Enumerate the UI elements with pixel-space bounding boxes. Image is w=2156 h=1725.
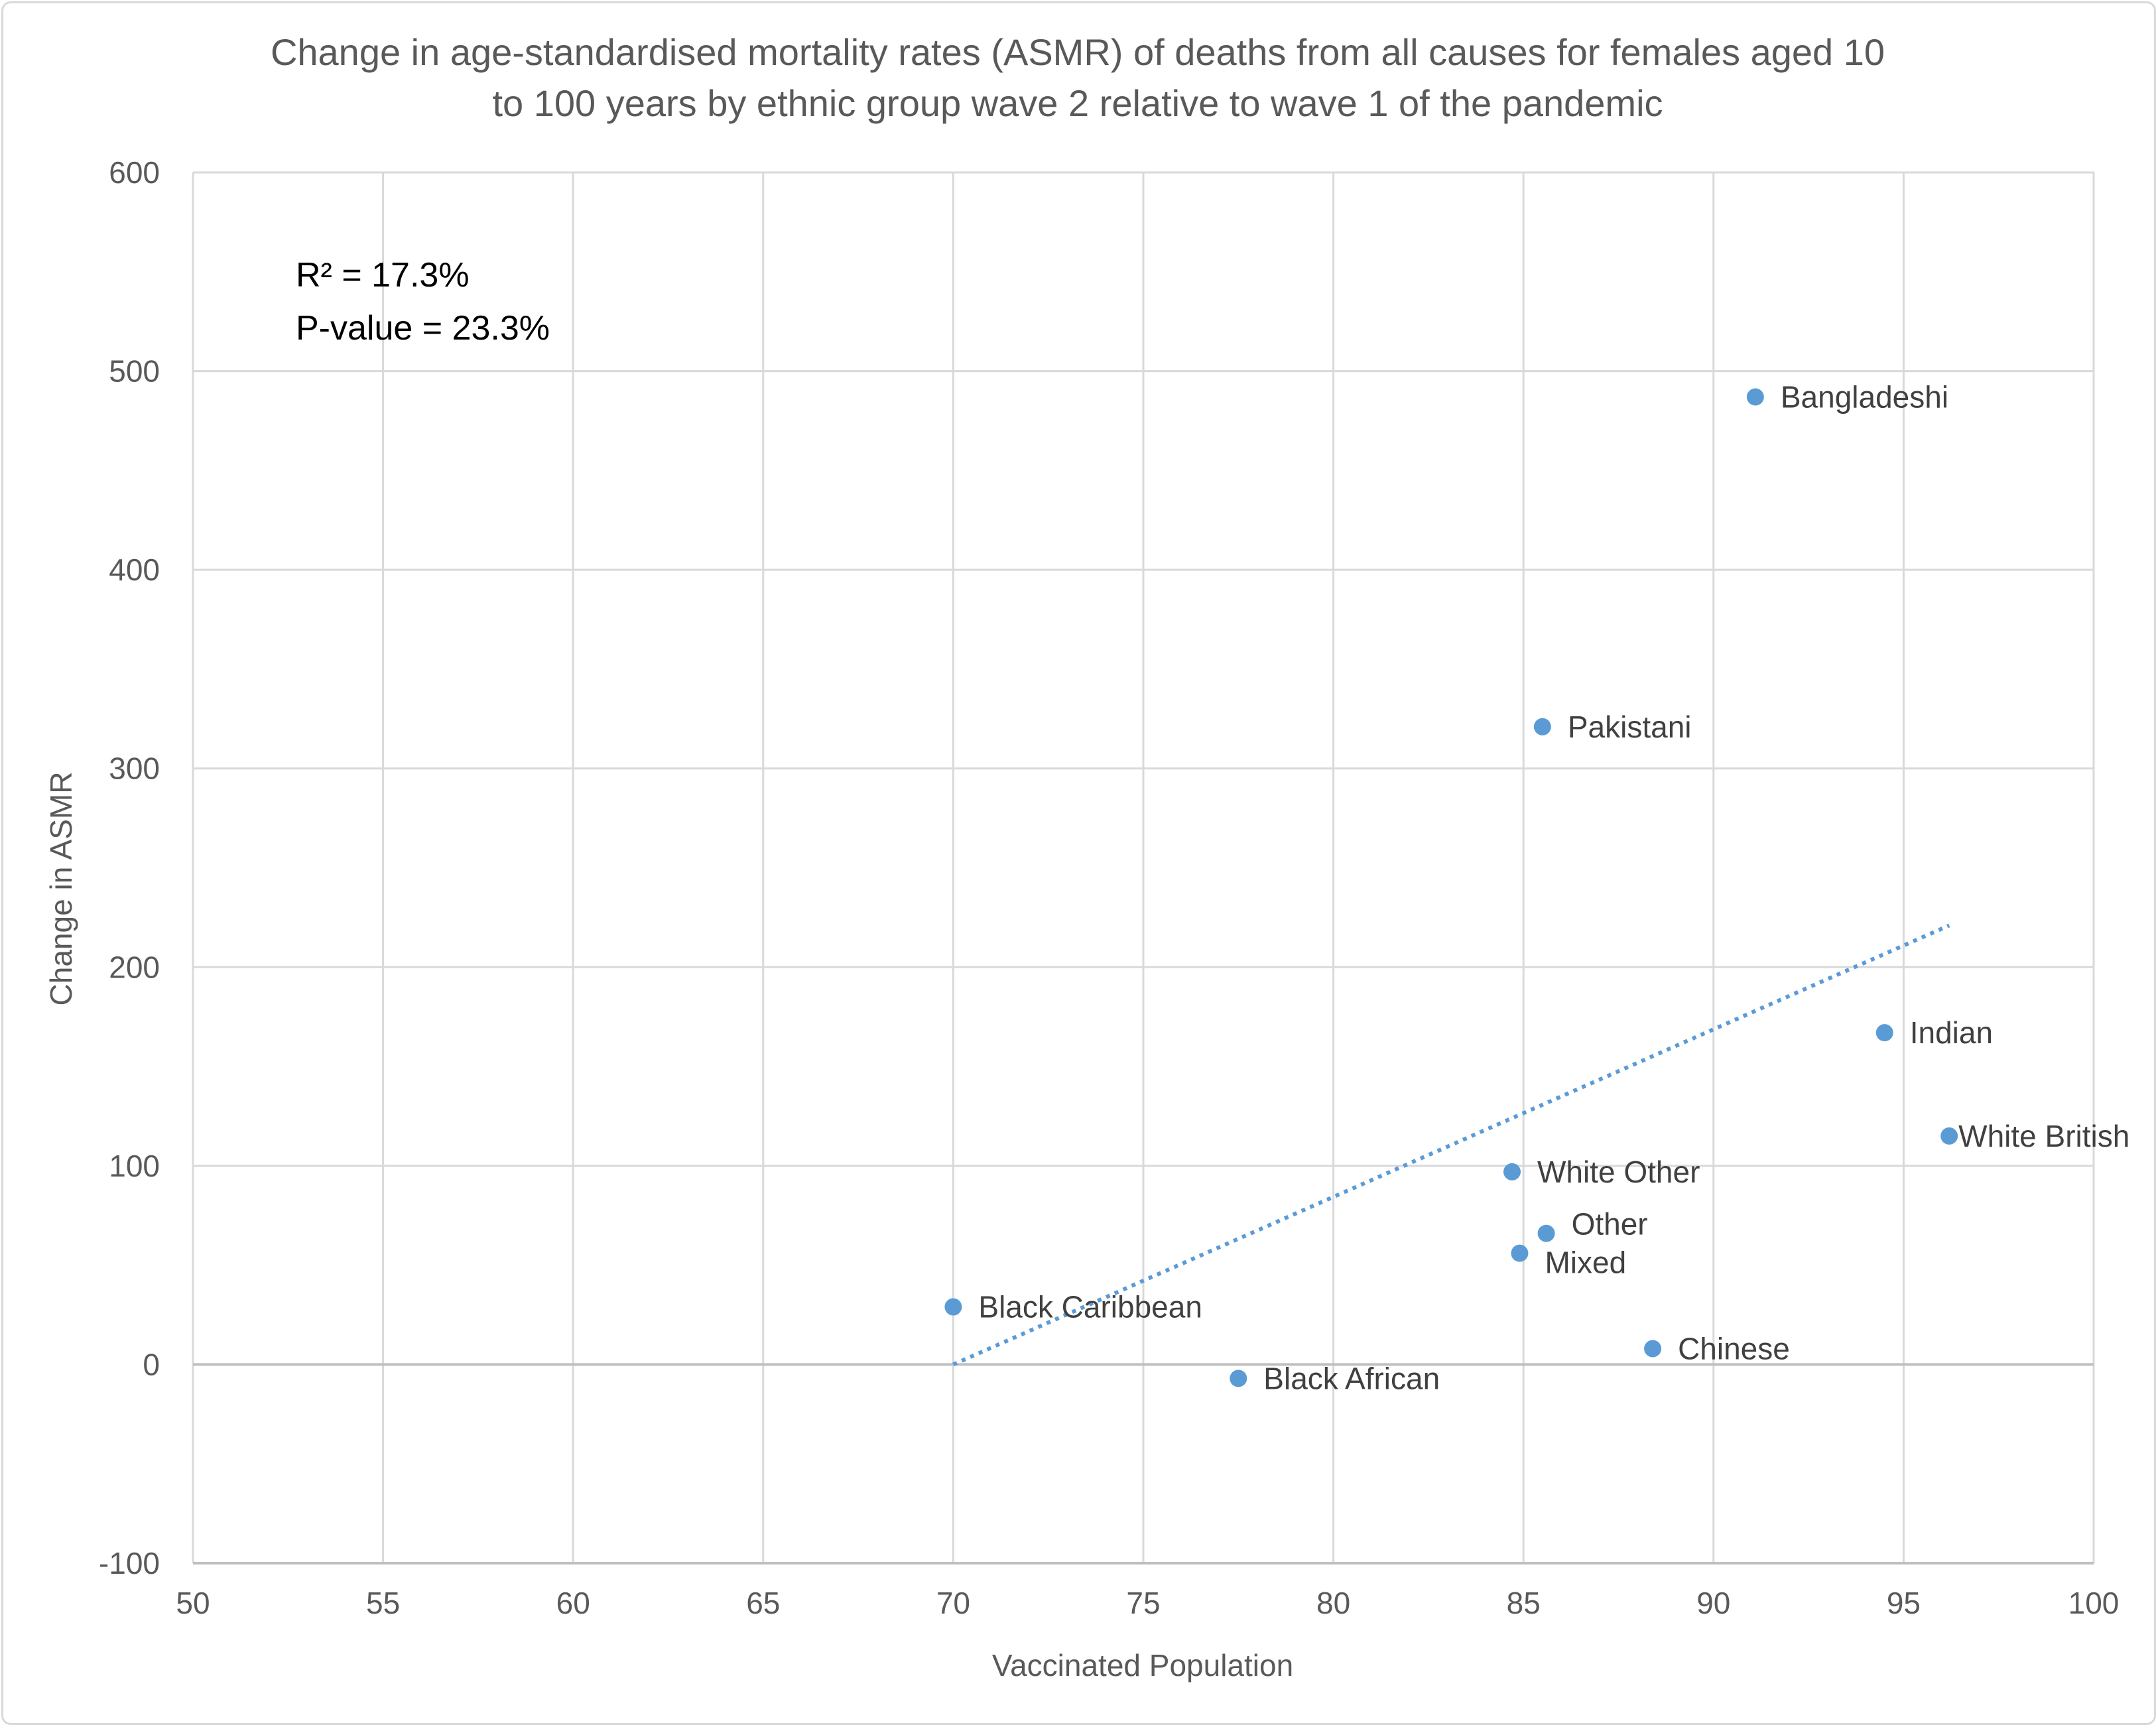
x-tick-label: 100 xyxy=(2068,1586,2120,1620)
y-tick-label: 600 xyxy=(109,155,160,190)
y-tick-label: 300 xyxy=(109,751,160,786)
chart-title-line-2: to 100 years by ethnic group wave 2 rela… xyxy=(492,82,1663,124)
chart-title-line-1: Change in age-standardised mortality rat… xyxy=(271,31,1885,73)
y-tick-label: 500 xyxy=(109,354,160,389)
x-tick-label: 60 xyxy=(556,1586,590,1620)
x-tick-label: 70 xyxy=(936,1586,970,1620)
y-tick-label: 400 xyxy=(109,552,160,587)
data-point-label: White British xyxy=(1958,1119,2129,1153)
data-point xyxy=(1533,718,1551,735)
x-tick-label: 85 xyxy=(1507,1586,1541,1620)
x-tick-label: 65 xyxy=(746,1586,780,1620)
grid-lines xyxy=(192,171,2095,1565)
data-point xyxy=(1503,1163,1521,1181)
x-tick-label: 90 xyxy=(1696,1586,1730,1620)
data-point xyxy=(1875,1024,1893,1042)
data-point xyxy=(1940,1127,1958,1145)
data-point-label: Pakistani xyxy=(1568,710,1692,744)
data-point xyxy=(1746,388,1764,406)
data-point-label: Other xyxy=(1572,1207,1648,1242)
x-tick-label: 80 xyxy=(1316,1586,1350,1620)
data-point-label: Indian xyxy=(1910,1015,1993,1050)
data-point-label: Black Caribbean xyxy=(978,1290,1202,1324)
y-tick-label: 0 xyxy=(143,1347,160,1381)
chart-title: Change in age-standardised mortality rat… xyxy=(271,31,1885,124)
data-points xyxy=(944,388,1958,1387)
y-axis-title: Change in ASMR xyxy=(44,772,78,1006)
data-point xyxy=(1230,1370,1247,1387)
data-point-label: Chinese xyxy=(1678,1331,1790,1366)
y-tick-label: 100 xyxy=(109,1149,160,1183)
r-squared-annotation: R² = 17.3% xyxy=(296,256,470,294)
y-tick-label: 200 xyxy=(109,950,160,984)
y-tick-label: -100 xyxy=(99,1546,160,1580)
data-point xyxy=(1511,1244,1529,1262)
x-tick-label: 55 xyxy=(366,1586,400,1620)
x-tick-label: 95 xyxy=(1887,1586,1921,1620)
data-labels: Bangladeshi Pakistani Indian White British W… xyxy=(978,380,2129,1396)
x-tick-label: 50 xyxy=(176,1586,210,1620)
data-point-label: Bangladeshi xyxy=(1781,380,1948,415)
stats-annotation: R² = 17.3% P-value = 23.3% xyxy=(296,256,550,348)
data-point-label: White Other xyxy=(1537,1155,1700,1189)
x-tick-label: 75 xyxy=(1126,1586,1160,1620)
data-point-label: Black African xyxy=(1263,1361,1440,1395)
tick-labels: 50 55 60 65 70 75 80 85 90 95 100 -100 0 100 200 300 400… xyxy=(99,155,2119,1620)
data-point xyxy=(944,1298,962,1316)
x-axis-title: Vaccinated Population xyxy=(992,1648,1293,1683)
p-value-annotation: P-value = 23.3% xyxy=(296,309,550,348)
data-point-label: Mixed xyxy=(1545,1246,1626,1280)
data-point xyxy=(1644,1340,1662,1358)
data-point xyxy=(1537,1224,1555,1242)
